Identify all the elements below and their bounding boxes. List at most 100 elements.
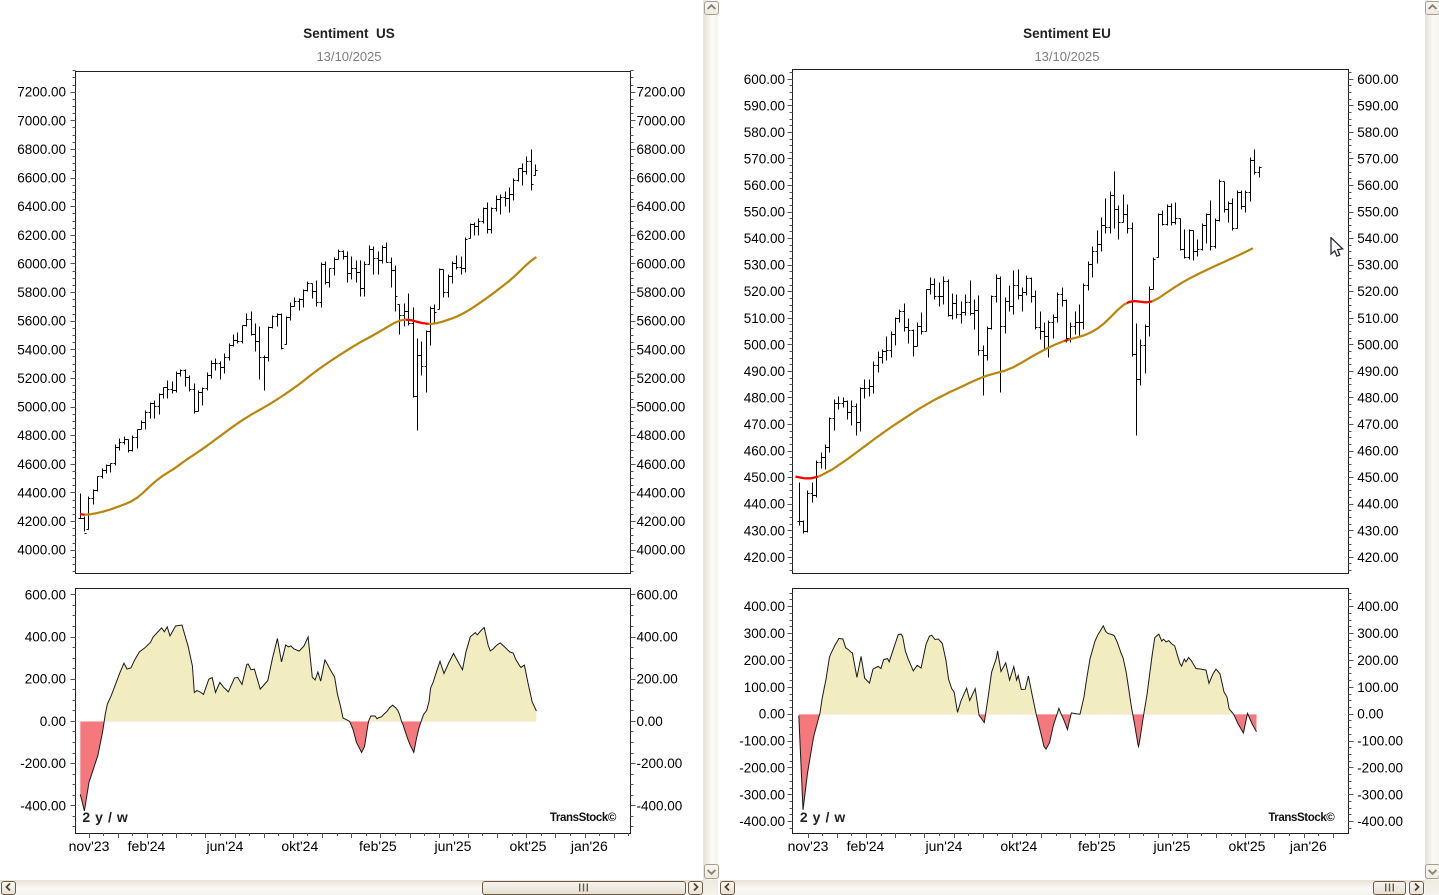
svg-text:jun'25: jun'25 <box>1153 838 1191 854</box>
svg-text:400.00: 400.00 <box>637 630 678 645</box>
svg-text:4000.00: 4000.00 <box>17 543 66 558</box>
svg-text:590.00: 590.00 <box>744 98 785 113</box>
svg-text:2 y / w: 2 y / w <box>82 809 128 825</box>
svg-text:4800.00: 4800.00 <box>637 428 686 443</box>
svg-text:470.00: 470.00 <box>744 417 785 432</box>
svg-text:400.00: 400.00 <box>744 599 785 614</box>
svg-text:6000.00: 6000.00 <box>637 256 686 271</box>
svg-text:4200.00: 4200.00 <box>17 514 66 529</box>
svg-text:200.00: 200.00 <box>744 653 785 668</box>
svg-text:440.00: 440.00 <box>744 497 785 512</box>
svg-text:580.00: 580.00 <box>744 125 785 140</box>
svg-text:6400.00: 6400.00 <box>637 199 686 214</box>
svg-text:7200.00: 7200.00 <box>17 85 66 100</box>
svg-text:4600.00: 4600.00 <box>17 457 66 472</box>
svg-text:450.00: 450.00 <box>744 470 785 485</box>
svg-text:100.00: 100.00 <box>744 680 785 695</box>
svg-text:0.00: 0.00 <box>40 714 66 729</box>
svg-text:100.00: 100.00 <box>1357 680 1398 695</box>
svg-text:5600.00: 5600.00 <box>637 314 686 329</box>
svg-text:300.00: 300.00 <box>1357 626 1398 641</box>
svg-text:nov'23: nov'23 <box>788 838 829 854</box>
svg-text:okt'24: okt'24 <box>1000 838 1037 854</box>
svg-text:430.00: 430.00 <box>744 523 785 538</box>
svg-text:500.00: 500.00 <box>744 337 785 352</box>
svg-text:200.00: 200.00 <box>25 672 66 687</box>
svg-text:5800.00: 5800.00 <box>17 285 66 300</box>
svg-text:TransStock©: TransStock© <box>1268 812 1335 824</box>
svg-text:nov'23: nov'23 <box>69 838 110 854</box>
svg-text:jun'24: jun'24 <box>925 838 963 854</box>
svg-text:5400.00: 5400.00 <box>17 342 66 357</box>
svg-text:5000.00: 5000.00 <box>637 400 686 415</box>
svg-text:Sentiment US: Sentiment US <box>303 26 395 41</box>
svg-text:-100.00: -100.00 <box>1357 734 1403 749</box>
svg-text:Sentiment EU: Sentiment EU <box>1023 26 1111 41</box>
svg-text:600.00: 600.00 <box>637 587 678 602</box>
svg-text:-200.00: -200.00 <box>20 756 66 771</box>
svg-text:okt'25: okt'25 <box>510 838 547 854</box>
svg-text:-400.00: -400.00 <box>1357 814 1403 829</box>
svg-text:490.00: 490.00 <box>744 364 785 379</box>
svg-text:520.00: 520.00 <box>744 284 785 299</box>
svg-text:13/10/2025: 13/10/2025 <box>1034 49 1099 64</box>
svg-text:feb'25: feb'25 <box>359 838 397 854</box>
svg-text:460.00: 460.00 <box>1357 444 1398 459</box>
svg-text:jun'25: jun'25 <box>434 838 472 854</box>
svg-text:560.00: 560.00 <box>1357 178 1398 193</box>
svg-text:460.00: 460.00 <box>744 444 785 459</box>
svg-text:okt'25: okt'25 <box>1229 838 1266 854</box>
svg-text:5400.00: 5400.00 <box>637 342 686 357</box>
svg-text:540.00: 540.00 <box>1357 231 1398 246</box>
svg-text:5200.00: 5200.00 <box>17 371 66 386</box>
svg-text:2 y / w: 2 y / w <box>800 809 846 825</box>
svg-text:feb'24: feb'24 <box>847 838 885 854</box>
svg-text:570.00: 570.00 <box>744 152 785 167</box>
svg-text:-400.00: -400.00 <box>20 798 66 813</box>
svg-text:-300.00: -300.00 <box>739 787 785 802</box>
svg-text:200.00: 200.00 <box>637 672 678 687</box>
svg-text:7200.00: 7200.00 <box>637 85 686 100</box>
svg-text:440.00: 440.00 <box>1357 497 1398 512</box>
svg-text:430.00: 430.00 <box>1357 523 1398 538</box>
svg-text:0.00: 0.00 <box>759 707 785 722</box>
svg-text:-200.00: -200.00 <box>637 756 683 771</box>
svg-text:4400.00: 4400.00 <box>637 485 686 500</box>
svg-text:520.00: 520.00 <box>1357 284 1398 299</box>
svg-text:480.00: 480.00 <box>744 391 785 406</box>
svg-text:6200.00: 6200.00 <box>637 228 686 243</box>
svg-text:540.00: 540.00 <box>744 231 785 246</box>
svg-text:4800.00: 4800.00 <box>17 428 66 443</box>
svg-text:5800.00: 5800.00 <box>637 285 686 300</box>
svg-text:200.00: 200.00 <box>1357 653 1398 668</box>
svg-text:420.00: 420.00 <box>1357 550 1398 565</box>
svg-text:510.00: 510.00 <box>744 311 785 326</box>
svg-text:5000.00: 5000.00 <box>17 400 66 415</box>
svg-text:-200.00: -200.00 <box>1357 761 1403 776</box>
svg-text:7000.00: 7000.00 <box>17 113 66 128</box>
svg-text:6800.00: 6800.00 <box>637 142 686 157</box>
svg-text:400.00: 400.00 <box>25 630 66 645</box>
svg-text:jun'24: jun'24 <box>206 838 244 854</box>
svg-text:530.00: 530.00 <box>1357 258 1398 273</box>
svg-text:470.00: 470.00 <box>1357 417 1398 432</box>
svg-text:okt'24: okt'24 <box>281 838 318 854</box>
svg-text:600.00: 600.00 <box>25 587 66 602</box>
svg-text:6600.00: 6600.00 <box>17 171 66 186</box>
svg-text:420.00: 420.00 <box>744 550 785 565</box>
svg-text:5600.00: 5600.00 <box>17 314 66 329</box>
svg-text:7000.00: 7000.00 <box>637 113 686 128</box>
svg-text:600.00: 600.00 <box>1357 72 1398 87</box>
svg-text:TransStock©: TransStock© <box>550 812 617 824</box>
svg-text:570.00: 570.00 <box>1357 152 1398 167</box>
svg-text:-300.00: -300.00 <box>1357 787 1403 802</box>
svg-text:450.00: 450.00 <box>1357 470 1398 485</box>
svg-text:jan'26: jan'26 <box>1289 838 1327 854</box>
svg-text:300.00: 300.00 <box>744 626 785 641</box>
svg-text:500.00: 500.00 <box>1357 337 1398 352</box>
svg-text:4400.00: 4400.00 <box>17 485 66 500</box>
svg-text:5200.00: 5200.00 <box>637 371 686 386</box>
svg-text:6000.00: 6000.00 <box>17 256 66 271</box>
svg-text:feb'24: feb'24 <box>128 838 166 854</box>
svg-text:560.00: 560.00 <box>744 178 785 193</box>
